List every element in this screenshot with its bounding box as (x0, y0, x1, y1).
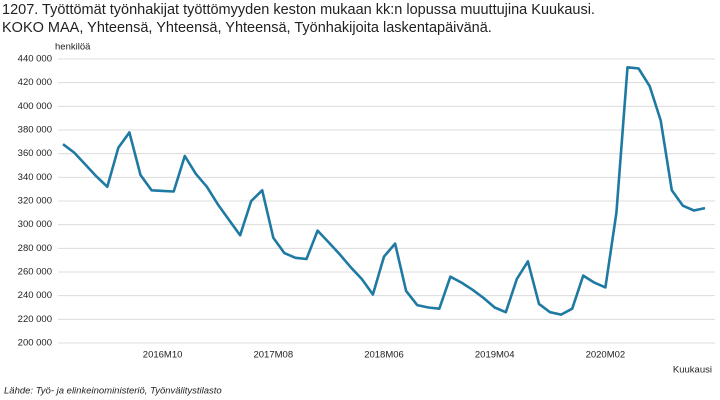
y-tick-label: 380 000 (18, 125, 52, 136)
y-tick-label: 200 000 (18, 338, 52, 349)
x-tick-label: 2017M08 (253, 350, 293, 361)
chart-title: 1207. Työttömät työnhakijat työttömyyden… (2, 2, 595, 18)
y-tick-label: 400 000 (18, 101, 52, 112)
y-tick-label: 440 000 (18, 54, 52, 65)
x-axis-label: Kuukausi (673, 365, 712, 376)
x-tick-label: 2019M04 (475, 350, 515, 361)
x-tick-label: 2016M10 (143, 350, 183, 361)
x-tick-label: 2020M02 (586, 350, 626, 361)
y-tick-label: 340 000 (18, 172, 52, 183)
y-tick-label: 280 000 (18, 243, 52, 254)
y-axis-label: henkilöä (55, 42, 91, 53)
y-tick-label: 220 000 (18, 314, 52, 325)
line (62, 66, 706, 316)
y-tick-label: 260 000 (18, 267, 52, 278)
source: Lähde: Työ- ja elinkeinoministeriö, Työn… (4, 386, 222, 397)
y-tick-label: 420 000 (18, 77, 52, 88)
chart-subtitle: KOKO MAA, Yhteensä, Yhteensä, Yhteensä, … (2, 20, 492, 36)
y-tick-label: 300 000 (18, 219, 52, 230)
x-tick-label: 2018M06 (364, 350, 404, 361)
y-tick-label: 320 000 (18, 196, 52, 207)
y-tick-label: 240 000 (18, 290, 52, 301)
y-tick-label: 360 000 (18, 148, 52, 159)
